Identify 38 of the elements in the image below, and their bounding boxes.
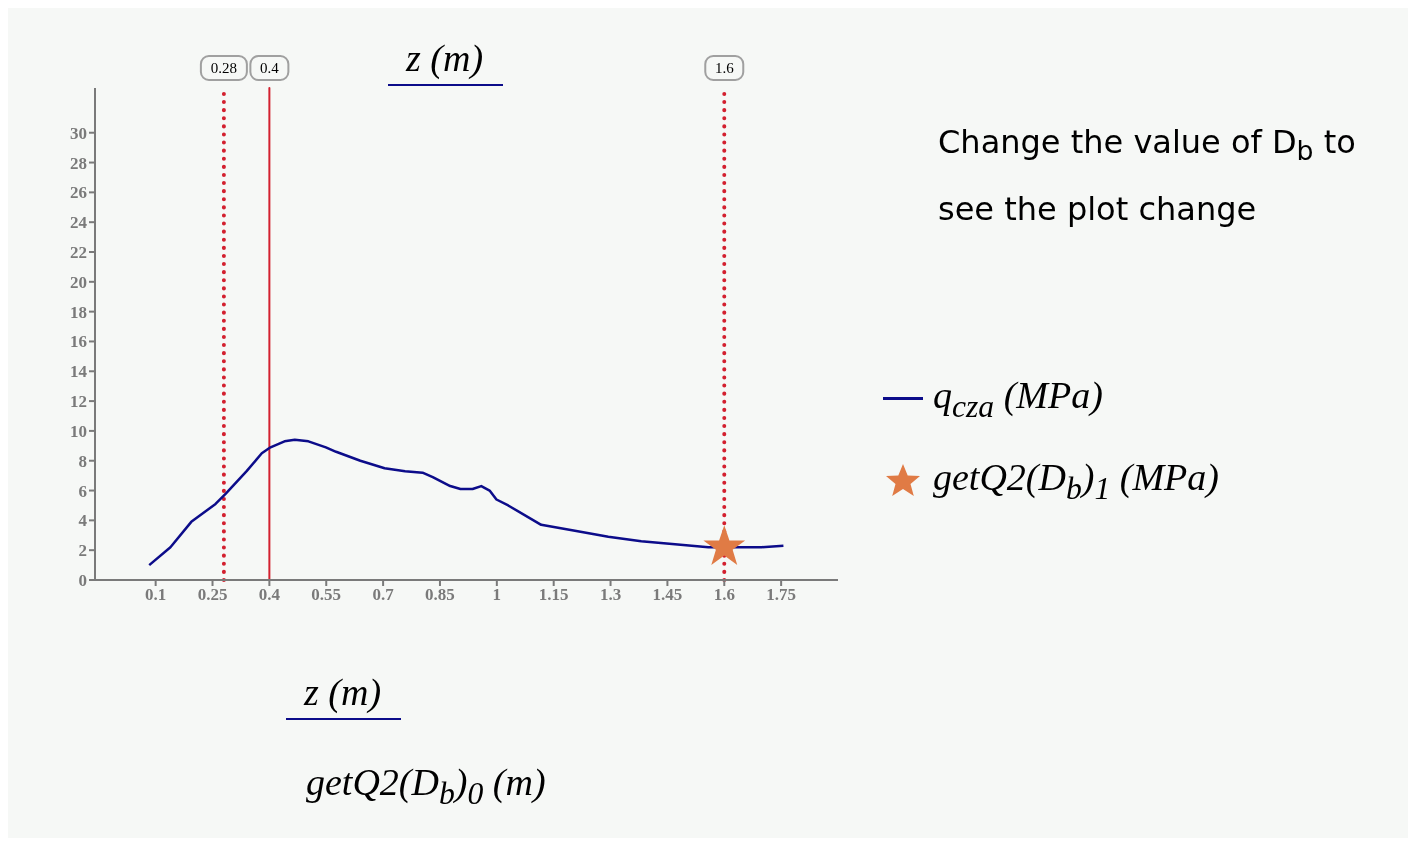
y-tick-label: 26 <box>70 183 87 203</box>
y-tick-label: 16 <box>70 332 87 352</box>
x-tick-label: 0.7 <box>372 585 395 605</box>
x-tick-label: 1.75 <box>766 585 797 605</box>
text: z (m) <box>406 37 484 79</box>
y-tick-label: 20 <box>70 272 87 292</box>
y-tick-label: 10 <box>70 421 87 441</box>
y-tick-label: 28 <box>70 153 87 173</box>
x-tick-label: 0.55 <box>311 585 342 605</box>
x-tick-label: 1.3 <box>599 585 622 605</box>
text: Change the value of D$_{b}$ to see the plot change <box>938 123 1356 229</box>
x-tick-label: 0.85 <box>425 585 455 605</box>
x-tick-label: 0.25 <box>197 585 228 605</box>
y-tick-label: 2 <box>78 541 87 561</box>
x-tick-label: 1.45 <box>652 585 683 605</box>
y-tick-label: 18 <box>70 302 87 322</box>
ref-line-label: 0.4 <box>260 60 280 76</box>
y-tick-label: 6 <box>78 481 87 501</box>
x-tick-label: 0.4 <box>258 585 281 605</box>
x-tick-label: 1.15 <box>538 585 569 605</box>
ref-line-label: 0.28 <box>210 60 238 76</box>
x-axis-title: z (m) <box>304 671 382 713</box>
ref-line-label: 1.6 <box>714 60 735 76</box>
y-tick-label: 14 <box>70 362 88 382</box>
legend-label: q$_{cza}$ (MPa) <box>933 374 1103 424</box>
x-tick-label: 0.1 <box>145 585 167 605</box>
y-tick-label: 12 <box>70 392 87 412</box>
legend-label: getQ2(D$_{b}$)$_{1}$ (MPa) <box>933 455 1219 506</box>
line-series <box>147 438 785 567</box>
text: getQ2(D$_{b}$)$_{0}$ (m) <box>306 761 546 811</box>
y-tick-label: 8 <box>78 451 87 471</box>
y-tick-label: 22 <box>70 243 87 263</box>
y-tick-label: 24 <box>70 213 88 233</box>
y-tick-label: 4 <box>78 511 88 531</box>
x-tick-label: 1.6 <box>713 585 735 605</box>
x-tick-label: 1 <box>492 585 502 605</box>
y-tick-label: 0 <box>78 571 87 591</box>
y-tick-label: 30 <box>70 123 87 143</box>
